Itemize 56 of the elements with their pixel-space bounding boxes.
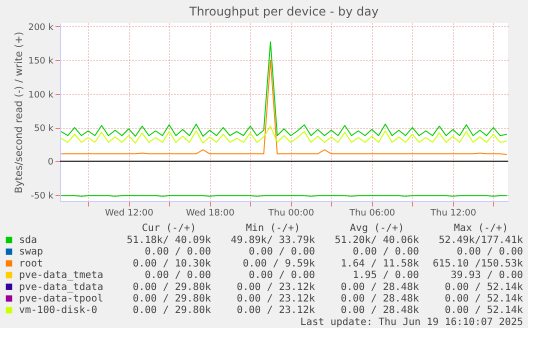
line-series xyxy=(60,126,508,144)
line-series xyxy=(60,60,508,155)
text: Last update: Thu Jun 19 16:10:07 2025 xyxy=(300,316,523,328)
text: 52.49k/177.41k xyxy=(438,235,523,246)
text: 0.00 / 29.80k xyxy=(132,305,211,316)
text: 0.00 / 23.12k xyxy=(236,282,315,293)
text: 51.18k/ 40.09k xyxy=(126,235,211,246)
text: 0.00 / 29.80k xyxy=(132,282,211,293)
text: Cur (-/+) xyxy=(142,223,196,234)
y-axis-title: Bytes/second read (-) / write (+) xyxy=(14,32,26,194)
text: 39.93 / 0.00 xyxy=(450,270,523,282)
text: 0.00 / 23.12k xyxy=(236,294,315,304)
legend-label: pve-data_tdata xyxy=(19,282,104,293)
x-tick-label: Wed 18:00 xyxy=(186,208,235,218)
text: 0.00 / 0.00 xyxy=(248,270,315,282)
text: 0.00 / 52.14k xyxy=(444,282,523,293)
text: Avg (-/+) xyxy=(350,223,404,234)
y-tick-label: 200 k xyxy=(28,22,54,33)
text: 0.00 / 28.48k xyxy=(340,282,419,293)
y-tick-label: 0 xyxy=(48,158,54,168)
legend-label: pve-data_tmeta xyxy=(19,270,104,282)
y-tick-label: 100 k xyxy=(28,90,54,100)
text: 1.64 / 11.58k xyxy=(340,258,419,270)
text: 0.00 / 52.14k xyxy=(444,294,523,304)
legend-label: pve-data-tpool xyxy=(19,294,104,304)
legend-label: root xyxy=(19,258,44,270)
x-tick-label: Thu 06:00 xyxy=(348,208,396,218)
x-tick-label: Thu 12:00 xyxy=(429,208,476,218)
y-tick-label: 50 k xyxy=(34,124,54,134)
legend-label: vm-100-disk-0 xyxy=(19,305,98,316)
x-tick-label: Wed 12:00 xyxy=(104,208,154,218)
text: 0.00 / 0.00 xyxy=(352,246,419,258)
text: 0.00 / 0.00 xyxy=(144,246,211,258)
text: 0.00 / 28.48k xyxy=(340,294,419,304)
text: 0.00 / 9.59k xyxy=(242,258,315,270)
line-series xyxy=(60,41,508,137)
text: 0.00 / 52.14k xyxy=(444,305,523,316)
text: 1.95 / 0.00 xyxy=(352,270,419,282)
text: 49.89k/ 33.79k xyxy=(230,235,315,246)
legend-label: swap xyxy=(19,246,44,258)
text: 0.00 / 10.30k xyxy=(132,258,211,270)
text: Max (-/+) xyxy=(454,223,508,234)
text: 615.10 /150.53k xyxy=(432,258,523,270)
text: Min (-/+) xyxy=(246,223,300,234)
y-tick-label: 150 k xyxy=(28,56,54,67)
text: 0.00 / 0.00 xyxy=(248,246,315,258)
text: 0.00 / 23.12k xyxy=(236,305,315,316)
text: 0.00 / 28.48k xyxy=(340,305,419,316)
x-tick-label: Thu 00:00 xyxy=(267,208,314,218)
y-tick-label: -50 k xyxy=(30,191,54,202)
chart-title: Throughput per device - by day xyxy=(188,4,379,18)
legend-label: sda xyxy=(19,235,38,246)
text: 0.00 / 29.80k xyxy=(132,294,211,304)
text: 51.20k/ 40.06k xyxy=(334,235,419,246)
text: 0.00 / 0.00 xyxy=(144,270,211,282)
text: 0.00 / 0.00 xyxy=(456,246,523,258)
